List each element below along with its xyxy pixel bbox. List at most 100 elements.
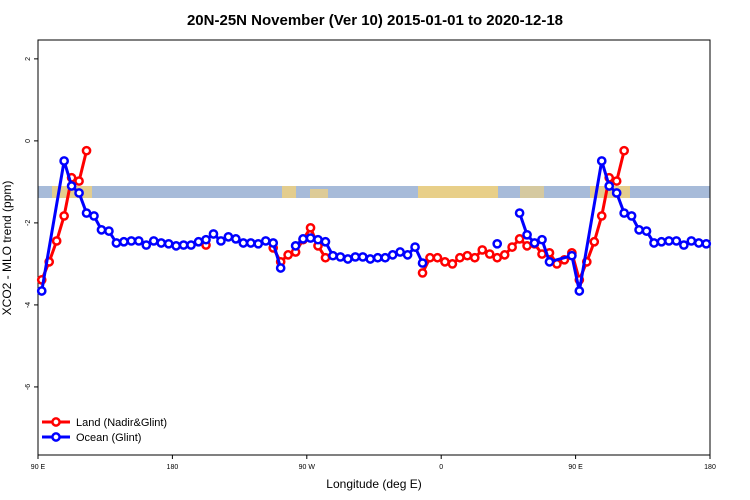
point <box>89 211 99 221</box>
point <box>492 252 503 263</box>
point <box>350 252 361 262</box>
point <box>537 234 547 245</box>
point <box>320 252 331 263</box>
map-strip <box>38 186 710 198</box>
point <box>156 238 167 248</box>
point <box>313 234 323 245</box>
point <box>335 252 346 262</box>
point <box>268 238 279 248</box>
point <box>193 236 204 247</box>
legend-marker <box>51 432 61 442</box>
chart-title: 20N-25N November (Ver 10) 2015-01-01 to … <box>187 12 563 29</box>
point <box>305 222 316 233</box>
point <box>74 176 84 186</box>
point <box>596 156 607 166</box>
point <box>425 252 435 263</box>
point <box>679 240 689 250</box>
point <box>74 188 84 198</box>
point <box>245 238 256 248</box>
point <box>104 226 114 236</box>
point <box>119 236 129 247</box>
x-axis-label: Longitude (deg E) <box>326 477 421 491</box>
plot-frame <box>37 39 711 456</box>
y-axis-label: XCO2 - MLO trend (ppm) <box>0 181 14 316</box>
legend-marker <box>51 417 61 427</box>
point <box>343 254 353 264</box>
point <box>186 240 196 250</box>
point <box>514 208 525 218</box>
x-tick-label: 0 <box>439 464 443 471</box>
point <box>298 234 308 244</box>
point <box>178 240 189 250</box>
point <box>499 250 510 260</box>
point <box>649 238 659 248</box>
point <box>66 181 77 191</box>
point <box>320 236 331 247</box>
point <box>81 145 92 156</box>
point <box>455 252 465 263</box>
map-strip-land <box>282 186 296 198</box>
point <box>51 236 62 246</box>
point <box>380 252 391 263</box>
point <box>522 241 532 251</box>
point <box>357 252 368 262</box>
point <box>507 242 517 252</box>
point <box>231 234 241 244</box>
point <box>417 258 428 268</box>
point <box>395 247 405 257</box>
point <box>477 245 488 255</box>
point <box>611 188 622 198</box>
point <box>514 234 525 244</box>
point <box>492 238 503 249</box>
x-tick-label: 90 E <box>31 464 46 471</box>
map-strip-land <box>310 189 328 198</box>
point <box>619 208 629 218</box>
x-tick-label: 180 <box>167 464 179 471</box>
point <box>440 257 450 267</box>
legend-label: Ocean (Glint) <box>76 432 141 444</box>
y-tick-label: 2 <box>25 57 32 61</box>
point <box>111 238 122 248</box>
point <box>365 254 376 264</box>
point <box>402 250 413 260</box>
point <box>589 236 600 247</box>
point <box>664 236 674 246</box>
point <box>253 238 264 249</box>
point <box>484 249 495 259</box>
point <box>59 156 69 166</box>
x-tick-label: 180 <box>704 464 716 471</box>
point <box>238 238 249 248</box>
map-strip-land <box>520 186 544 198</box>
point <box>260 236 271 246</box>
y-tick-label: -6 <box>25 384 32 390</box>
point <box>432 252 443 263</box>
point <box>447 259 458 269</box>
point <box>126 236 137 246</box>
point <box>417 268 428 278</box>
point <box>544 257 555 267</box>
legend-label: Land (Nadir&Glint) <box>76 417 167 429</box>
point <box>96 225 107 235</box>
point <box>171 241 181 251</box>
x-tick-label: 90 W <box>299 464 316 471</box>
point <box>671 236 682 246</box>
point <box>328 250 338 261</box>
point <box>686 236 697 246</box>
point <box>148 236 159 246</box>
point <box>216 236 226 246</box>
y-tick-label: -2 <box>25 220 32 226</box>
point <box>596 211 607 221</box>
point <box>163 238 174 249</box>
point <box>223 231 234 242</box>
point <box>626 211 637 221</box>
point <box>611 176 622 186</box>
point <box>619 145 629 156</box>
point <box>81 208 92 218</box>
point <box>701 238 712 249</box>
y-tick-label: -4 <box>25 302 32 308</box>
point <box>641 226 652 236</box>
point <box>522 229 532 240</box>
